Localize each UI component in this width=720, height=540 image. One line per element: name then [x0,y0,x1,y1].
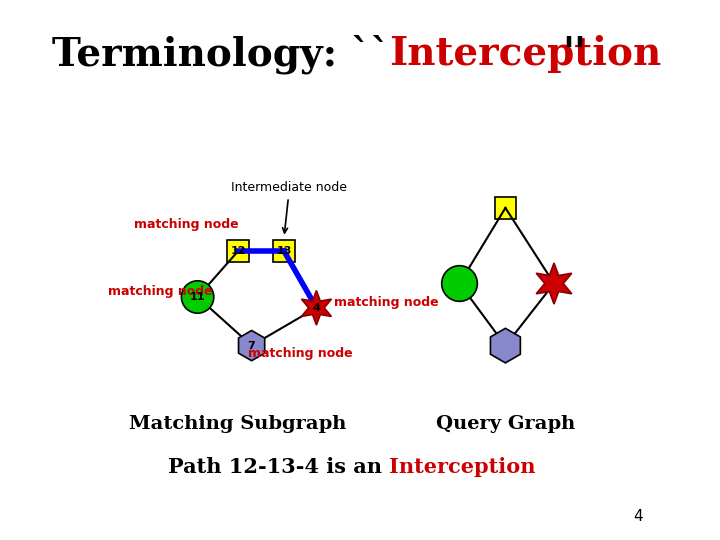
Text: Matching Subgraph: Matching Subgraph [130,415,347,433]
FancyBboxPatch shape [228,240,249,262]
Text: 4: 4 [634,509,643,524]
Text: 7: 7 [248,341,256,350]
Text: Intermediate node: Intermediate node [231,181,348,233]
Text: Terminology: ``: Terminology: `` [52,34,390,74]
Text: matching node: matching node [107,285,212,298]
Text: Interception: Interception [390,457,536,477]
Text: Query Graph: Query Graph [436,415,575,433]
FancyBboxPatch shape [495,197,516,219]
Text: Interception: Interception [390,35,662,73]
Text: 13: 13 [276,246,292,256]
Text: matching node: matching node [248,347,353,360]
Text: '': '' [562,35,586,73]
FancyBboxPatch shape [273,240,294,262]
Circle shape [441,266,477,301]
Polygon shape [536,263,572,304]
Text: Path 12-13-4 is an: Path 12-13-4 is an [168,457,390,477]
Polygon shape [490,328,521,363]
Circle shape [181,281,214,313]
Text: matching node: matching node [334,296,439,309]
Text: 12: 12 [230,246,246,256]
Polygon shape [238,330,265,361]
Text: matching node: matching node [135,218,239,231]
Text: 4: 4 [312,303,320,313]
Text: 11: 11 [190,292,205,302]
Polygon shape [302,291,331,325]
